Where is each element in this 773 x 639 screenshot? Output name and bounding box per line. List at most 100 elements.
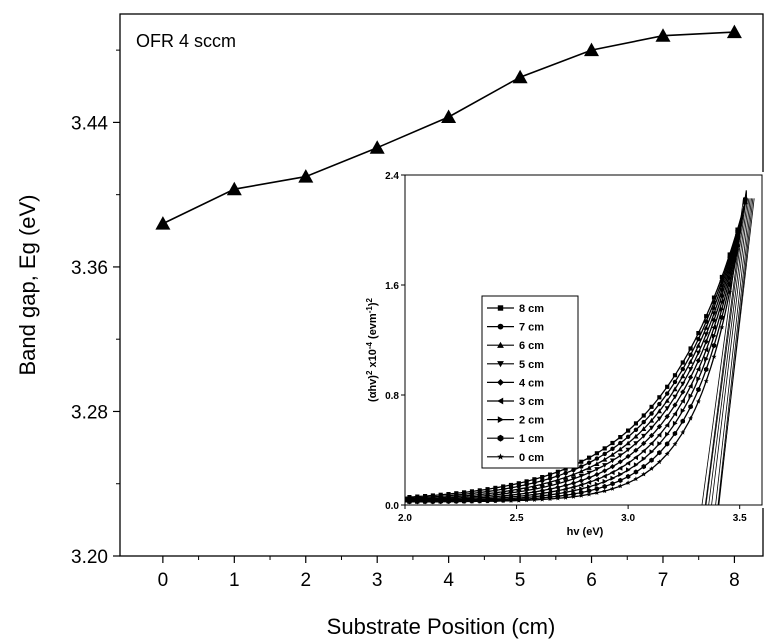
inset-data-point (657, 401, 662, 407)
inset-y-tick-label: 2.4 (385, 171, 399, 182)
main-data-point (155, 216, 171, 230)
inset-data-point (602, 451, 607, 457)
inset-data-point (407, 499, 412, 504)
inset-data-point (695, 358, 701, 364)
inset-data-point (594, 476, 599, 483)
main-x-tick-label: 2 (300, 570, 311, 591)
inset-data-point (547, 489, 553, 495)
inset-curve (404, 197, 748, 500)
inset-data-point (672, 411, 678, 417)
inset-data-point (664, 451, 670, 456)
legend-label: 0 cm (519, 452, 544, 464)
inset-data-point (587, 484, 592, 490)
inset-data-point (531, 497, 537, 502)
inset-data-point (711, 343, 717, 349)
inset-data-point (563, 470, 568, 476)
inset-x-tick-label: 2.0 (398, 513, 412, 524)
inset-fit-line (718, 198, 754, 506)
inset-data-point (680, 373, 686, 379)
main-axis-ticks: 0 1 2 3 4 5 6 7 8 3.20 3.28 3.36 3.44 (71, 49, 740, 591)
inset-data-point (711, 317, 717, 323)
inset-data-point (469, 498, 475, 504)
inset-data-point (688, 393, 694, 399)
inset-x-tick-label: 3.5 (733, 513, 747, 524)
inset-data-point (656, 424, 662, 430)
main-series-points (155, 24, 742, 230)
inset-data-point (625, 447, 631, 453)
inset-data-point (563, 486, 568, 492)
main-data-point (441, 109, 457, 123)
inset-curve (405, 196, 748, 500)
inset-data-point (516, 491, 522, 497)
inset-data-point (672, 394, 678, 400)
inset-data-point (711, 333, 717, 339)
main-data-point (226, 181, 242, 196)
inset-fit-line (711, 198, 750, 506)
legend-label: 7 cm (519, 322, 544, 334)
inset-data-point (446, 499, 451, 504)
inset-data-point (485, 498, 490, 504)
ofr-annotation: OFR 4 sccm (136, 31, 236, 51)
inset-data-point (649, 404, 654, 409)
inset-data-point (602, 468, 608, 474)
inset-data-point (704, 314, 709, 319)
inset-data-point (711, 354, 717, 359)
inset-x-axis-title: hv (eV) (567, 526, 604, 538)
inset-data-point (617, 465, 623, 471)
inset-data-point (414, 499, 420, 504)
inset-data-point (688, 404, 693, 410)
inset-data-point (742, 195, 748, 201)
inset-data-point (570, 471, 577, 477)
inset-data-point (727, 265, 733, 271)
inset-data-point (618, 471, 623, 477)
inset-data-point (461, 499, 467, 504)
inset-data-point (617, 459, 623, 465)
inset-data-point (453, 499, 459, 504)
inset-y-tick-label: 1.6 (385, 281, 399, 292)
inset-data-point (664, 398, 670, 403)
inset-data-point (703, 378, 709, 384)
inset-data-point (524, 482, 529, 487)
inset-data-point (500, 498, 506, 504)
inset-data-point (539, 485, 545, 491)
legend-marker (497, 416, 504, 423)
main-y-tick-label: 3.20 (71, 547, 108, 568)
inset-fit-line (701, 198, 744, 506)
inset-data-point (625, 434, 631, 439)
inset-data-point (688, 367, 694, 372)
inset-data-point (610, 440, 615, 446)
main-y-axis-title: Band gap, Eg (eV) (15, 194, 40, 375)
inset-data-point (563, 482, 569, 488)
inset-y-tick-label: 0.0 (385, 501, 399, 512)
inset-data-point (563, 474, 569, 480)
inset-plot-frame (404, 174, 763, 506)
inset-data-point (657, 395, 662, 400)
inset-y-axis-title: (αhv)2 x10-4 (evm-1)2 (365, 297, 379, 401)
inset-data-point (594, 461, 600, 466)
inset-data-point (430, 499, 436, 504)
inset-data-point (555, 477, 561, 482)
inset-data-point (625, 460, 631, 466)
inset-data-point (656, 432, 662, 438)
inset-data-point (586, 460, 592, 465)
inset-data-point (656, 408, 662, 414)
inset-data-point (703, 325, 709, 330)
inset-data-point (695, 398, 701, 404)
inset-data-point (695, 350, 701, 356)
main-x-tick-label: 7 (658, 570, 669, 591)
main-x-tick-label: 0 (158, 570, 169, 591)
inset-x-tick-label: 2.5 (510, 513, 524, 524)
inset-data-point (531, 489, 537, 495)
inset-data-point (664, 441, 670, 447)
inset-data-point (516, 484, 522, 489)
inset-data-point (602, 488, 608, 494)
inset-curve (405, 190, 748, 503)
inset-data-point (586, 465, 592, 470)
legend-marker (497, 379, 504, 386)
inset-data-point (492, 494, 498, 500)
inset-data-point (688, 374, 694, 380)
inset-data-point (727, 275, 733, 281)
inset-data-point (672, 386, 678, 392)
inset-fit-line (705, 198, 747, 506)
inset-data-point (688, 346, 693, 351)
